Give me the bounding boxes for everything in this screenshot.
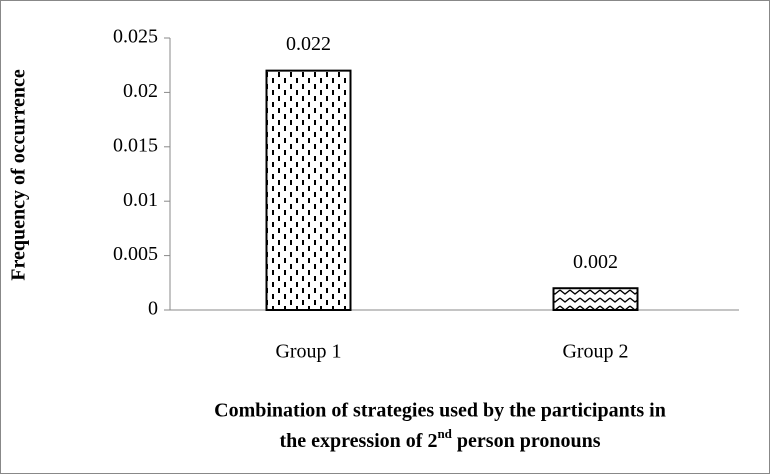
data-label: 0.022 <box>286 33 331 55</box>
y-tick-label: 0.01 <box>123 189 158 211</box>
x-axis-label: Combination of strategies used by the pa… <box>214 400 666 422</box>
x-tick-label: Group 1 <box>275 341 341 363</box>
x-axis-label: the expression of 2nd person pronouns <box>279 426 600 452</box>
data-label: 0.002 <box>573 251 618 273</box>
y-tick-label: 0.025 <box>113 26 158 48</box>
bar <box>552 287 639 311</box>
bar <box>265 69 352 311</box>
y-tick-label: 0.005 <box>113 243 158 265</box>
y-tick-label: 0.015 <box>113 134 158 156</box>
y-tick-label: 0 <box>148 298 158 320</box>
y-tick-label: 0.02 <box>123 80 158 102</box>
x-tick-label: Group 2 <box>562 341 628 363</box>
y-axis-label: Frequency of occurrence <box>8 69 30 281</box>
